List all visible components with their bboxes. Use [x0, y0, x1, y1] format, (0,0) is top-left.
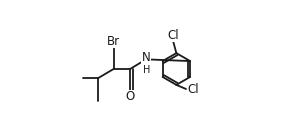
Text: N: N — [142, 51, 150, 64]
Text: Cl: Cl — [168, 29, 179, 42]
Text: O: O — [126, 90, 135, 103]
Text: Cl: Cl — [187, 83, 199, 95]
Text: H: H — [143, 65, 150, 75]
Text: Br: Br — [107, 35, 120, 48]
